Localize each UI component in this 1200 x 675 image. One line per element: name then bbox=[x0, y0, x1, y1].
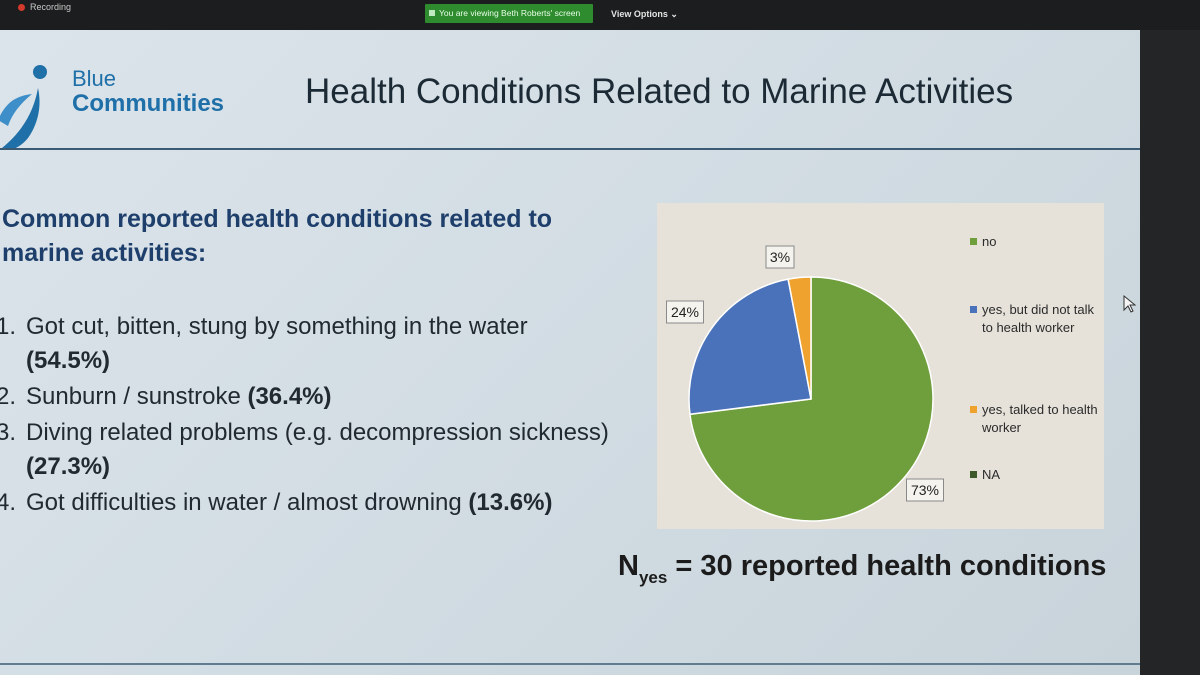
legend-label: yes, talked to health worker bbox=[982, 402, 1098, 435]
slide-title: Health Conditions Related to Marine Acti… bbox=[305, 72, 1014, 111]
data-label-box bbox=[906, 478, 944, 502]
screen-share-banner: You are viewing Beth Roberts' screen bbox=[425, 4, 593, 23]
shared-slide: Blue Communities Health Conditions Relat… bbox=[0, 30, 1140, 675]
data-label: 3% bbox=[770, 249, 790, 265]
data-label-box bbox=[666, 300, 704, 324]
meeting-toolbar: Recording You are viewing Beth Roberts' … bbox=[0, 0, 1200, 30]
legend-label: no bbox=[982, 234, 997, 249]
data-label: 73% bbox=[911, 482, 939, 498]
pie-chart-canvas: 73% 24% 3% bbox=[666, 245, 944, 522]
legend-label: yes, but did not talk to health worker bbox=[982, 302, 1095, 335]
mouse-cursor-icon bbox=[1123, 295, 1137, 313]
viewer-side-area bbox=[1140, 30, 1200, 675]
pie-chart: 73% 24% 3% no yes, but did not talk to heal… bbox=[657, 203, 1104, 529]
screen-share-text: You are viewing Beth Roberts' screen bbox=[439, 8, 581, 18]
data-label: 24% bbox=[671, 304, 699, 320]
logo-text-blue: Blue bbox=[72, 66, 117, 91]
blue-communities-logo-icon bbox=[0, 65, 47, 150]
intro-heading: Common reported health conditions relate… bbox=[2, 205, 553, 267]
sample-size-note: Nyes = 30 reported health conditions bbox=[618, 550, 1107, 587]
screen-share-icon bbox=[429, 10, 435, 16]
pie-slice bbox=[688, 278, 812, 416]
legend-swatch bbox=[970, 306, 977, 313]
footer-divider bbox=[0, 663, 1140, 665]
pie-slice bbox=[787, 276, 812, 400]
title-divider bbox=[0, 148, 1140, 150]
view-options-button[interactable]: View Options ⌄ bbox=[611, 9, 678, 20]
legend-swatch bbox=[970, 238, 977, 245]
recording-icon bbox=[18, 4, 25, 11]
legend-label: NA bbox=[982, 467, 1001, 482]
logo-text-communities: Communities bbox=[72, 90, 225, 117]
legend-swatch bbox=[970, 471, 977, 478]
recording-label: Recording bbox=[30, 2, 72, 12]
chevron-down-icon: ⌄ bbox=[670, 9, 678, 19]
view-options-label: View Options bbox=[611, 9, 668, 19]
legend-swatch bbox=[970, 406, 977, 413]
data-label-box bbox=[765, 245, 795, 269]
